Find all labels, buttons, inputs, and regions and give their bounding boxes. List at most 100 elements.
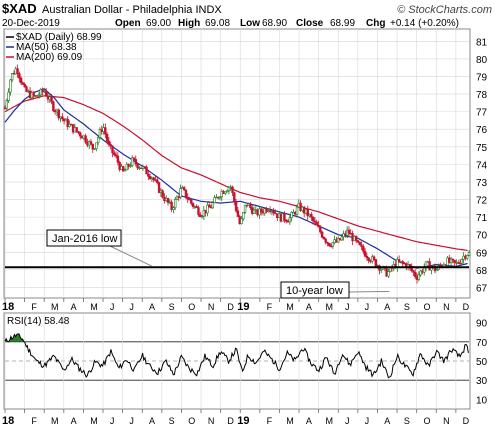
price-y-tick: 69: [476, 248, 488, 259]
month-label: S: [404, 302, 410, 312]
month-label: O: [188, 416, 195, 426]
price-y-tick: 68: [476, 266, 488, 277]
low-value: 68.90: [262, 18, 287, 29]
candle-body: [157, 182, 161, 193]
candle-body: [182, 187, 186, 191]
candle-body: [179, 188, 182, 198]
legend-price: $XAD (Daily) 68.99: [16, 32, 102, 43]
open-value: 69.00: [146, 18, 171, 29]
candle-body: [96, 137, 100, 144]
candle-body: [328, 243, 331, 247]
candle-body: [68, 123, 71, 127]
candle-body: [218, 196, 222, 199]
candle-body: [354, 236, 358, 241]
candle-body: [233, 192, 236, 203]
low-label: Low: [240, 18, 260, 29]
month-label: M: [286, 302, 294, 312]
month-label: A: [149, 416, 155, 426]
month-label: M: [90, 302, 98, 312]
ten-year-low-arrow: [348, 290, 390, 293]
candle-body: [19, 77, 23, 84]
legend-ma50: MA(50) 68.38: [16, 42, 77, 53]
candle-body: [227, 186, 231, 192]
candle-body: [272, 210, 275, 214]
candle-body: [360, 244, 363, 247]
month-label: F: [267, 302, 273, 312]
candle-body: [104, 127, 107, 135]
open-label: Open: [115, 18, 141, 29]
price-y-tick: 70: [476, 231, 488, 242]
candle-body: [362, 246, 365, 252]
candle-body: [132, 157, 136, 160]
month-label: A: [306, 416, 312, 426]
candle-body: [435, 269, 438, 272]
candle-body: [453, 259, 456, 264]
candle-body: [7, 91, 10, 101]
candle-body: [75, 127, 78, 132]
candle-body: [190, 199, 193, 204]
price-candles: [3, 64, 471, 284]
candle-body: [145, 166, 148, 175]
rsi-y-tick: 70: [476, 338, 488, 349]
price-legend: $XAD (Daily) 68.99 MA(50) 68.38 MA(200) …: [6, 32, 102, 63]
candle-body: [18, 73, 21, 79]
month-label: N: [208, 416, 215, 426]
candle-body: [451, 258, 455, 261]
candle-body: [16, 68, 19, 74]
price-y-tick: 81: [476, 37, 488, 48]
candle-body: [231, 186, 234, 194]
month-label: S: [169, 416, 175, 426]
month-label: D: [227, 302, 234, 312]
candle-body: [326, 241, 329, 244]
price-panel-frame: [3, 28, 471, 299]
candle-body: [37, 94, 41, 97]
month-label: J: [365, 416, 370, 426]
candle-body: [156, 179, 159, 183]
month-label: O: [423, 302, 430, 312]
month-label: M: [51, 416, 59, 426]
month-label: M: [286, 416, 294, 426]
candle-body: [290, 212, 293, 218]
candle-body: [317, 224, 320, 228]
month-label: 18: [2, 301, 14, 313]
candle-body: [311, 217, 315, 222]
candle-body: [243, 204, 247, 213]
candle-body: [356, 240, 360, 243]
month-label: F: [31, 416, 37, 426]
candle-body: [175, 196, 179, 200]
candle-body: [236, 210, 240, 217]
candle-body: [50, 96, 53, 103]
candle-body: [211, 202, 215, 209]
candle-body: [324, 238, 327, 243]
month-label: F: [267, 416, 273, 426]
candle-body: [105, 134, 109, 142]
close-value: 68.99: [330, 18, 355, 29]
month-label: S: [404, 416, 410, 426]
candle-body: [299, 202, 302, 211]
candle-body: [125, 163, 129, 171]
rsi-y-tick: 30: [476, 376, 488, 387]
price-y-tick: 77: [476, 108, 488, 119]
candle-body: [401, 261, 404, 264]
candle-body: [147, 173, 150, 177]
month-label: 19: [237, 415, 249, 427]
rsi-title: RSI(14) 58.48: [7, 316, 70, 327]
month-label: A: [384, 416, 390, 426]
symbol-title: $XAD: [2, 1, 37, 16]
month-label: D: [463, 302, 470, 312]
chg-label: Chg: [366, 18, 385, 29]
candle-body: [195, 206, 198, 208]
candle-body: [134, 159, 137, 165]
legend-ma200: MA(200) 69.09: [16, 52, 83, 63]
candle-body: [372, 256, 376, 260]
candle-body: [184, 189, 188, 198]
candle-body: [39, 89, 43, 96]
candle-body: [116, 155, 120, 163]
candle-body: [89, 141, 93, 145]
price-y-tick: 73: [476, 178, 488, 189]
price-y-tick: 67: [476, 283, 488, 294]
candle-body: [41, 89, 44, 93]
candle-body: [173, 199, 177, 209]
candle-body: [93, 148, 96, 150]
candle-body: [331, 242, 335, 247]
